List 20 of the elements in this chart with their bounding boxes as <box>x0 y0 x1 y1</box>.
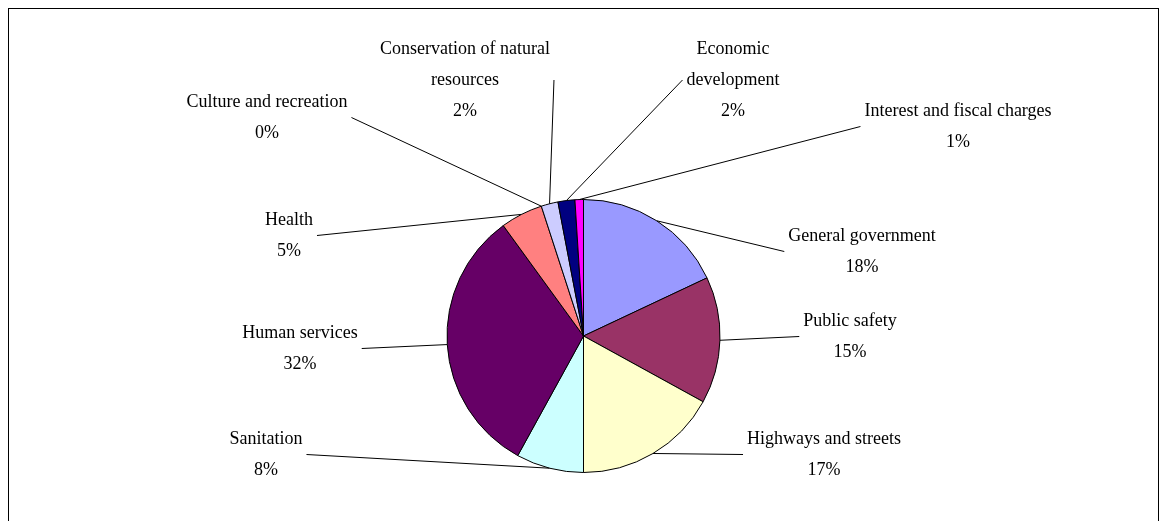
text: 0% <box>255 121 279 142</box>
slice-label: Economic development <box>686 37 780 89</box>
data-label: 15% <box>833 340 867 361</box>
data-label: 5% <box>277 239 301 260</box>
slice-label: Public safety <box>803 309 897 330</box>
slice-label: Highways and streets <box>747 427 901 448</box>
data-label: 18% <box>845 255 879 276</box>
data-label: 8% <box>254 458 278 479</box>
data-label: 2% <box>453 99 477 120</box>
slice-label: General government <box>788 224 936 245</box>
data-label: 1% <box>946 130 970 151</box>
slice-label: Sanitation <box>229 427 303 448</box>
data-label: 17% <box>807 458 841 479</box>
slice-label: Interest and fiscal charges <box>864 99 1052 120</box>
slice-label: Conservation of natural resources <box>380 37 550 89</box>
category-label: Culture and recreation <box>186 90 348 111</box>
data-label: 2% <box>721 99 745 120</box>
slice-label: Health <box>265 208 313 229</box>
slice-label: Human services <box>242 321 358 342</box>
data-label: 32% <box>283 352 317 373</box>
